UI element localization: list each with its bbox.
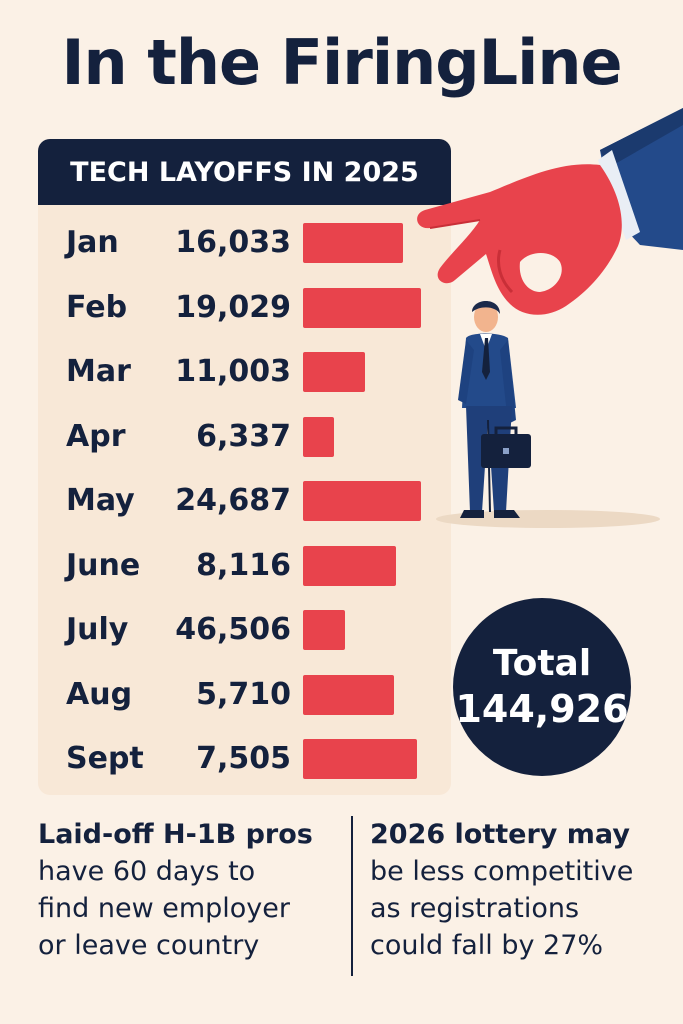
note-lottery: 2026 lottery may be less competitive as … (370, 816, 633, 964)
month-label: Apr (66, 418, 126, 454)
month-label: Aug (66, 676, 133, 712)
total-badge: Total 144,926 (453, 598, 631, 776)
month-label: Sept (66, 741, 144, 776)
chart-row: June 8,116 (38, 541, 451, 591)
value-label: 19,029 (175, 289, 291, 325)
value-label: 24,687 (175, 483, 291, 518)
chart-row: Sept 7,505 (38, 734, 451, 784)
hand-and-businessman-illustration (417, 108, 683, 528)
chart-row: Jan 16,033 (38, 218, 451, 268)
page-title: In the FiringLine (61, 26, 622, 99)
bar (303, 352, 365, 392)
note-heading: 2026 lottery may (370, 819, 630, 850)
hand-icon (417, 108, 683, 315)
total-value: 144,926 (455, 687, 629, 731)
month-label: June (66, 547, 141, 583)
total-label: Total (492, 643, 592, 684)
bar (303, 416, 334, 457)
chart-row: Feb 19,029 (38, 283, 451, 333)
bar (303, 545, 396, 586)
note-line: find new employer (38, 893, 290, 924)
chart-row: Aug 5,710 (38, 670, 451, 720)
value-label: 46,506 (175, 612, 291, 647)
value-label: 6,337 (196, 418, 291, 454)
month-label: July (66, 612, 129, 647)
note-line: or leave country (38, 930, 260, 961)
value-label: 8,116 (196, 547, 291, 583)
month-label: Jan (66, 225, 119, 260)
value-label: 7,505 (196, 741, 291, 776)
bar (303, 610, 345, 650)
note-h1b: Laid-off H-1B pros have 60 days to find … (38, 816, 313, 964)
note-line: be less competitive (370, 856, 634, 887)
bar (303, 287, 421, 328)
note-line: could fall by 27% (370, 930, 604, 961)
value-label: 16,033 (175, 225, 291, 260)
value-label: 11,003 (175, 354, 291, 389)
chart-row: May 24,687 (38, 476, 451, 526)
ground-shadow (436, 510, 660, 528)
bar (303, 739, 417, 779)
note-heading: Laid-off H-1B pros (38, 819, 313, 850)
chart-row: July 46,506 (38, 605, 451, 655)
businessman-icon (458, 301, 520, 518)
bar (303, 481, 421, 521)
chart-row: Mar 11,003 (38, 347, 451, 397)
briefcase-icon (481, 426, 531, 468)
month-label: Mar (66, 354, 131, 389)
note-line: have 60 days to (38, 856, 256, 887)
bar (303, 223, 403, 263)
divider (351, 816, 353, 976)
chart-title: TECH LAYOFFS IN 2025 (38, 139, 451, 205)
bar (303, 674, 394, 715)
value-label: 5,710 (196, 676, 291, 712)
month-label: Feb (66, 289, 128, 325)
chart-row: Apr 6,337 (38, 412, 451, 462)
note-line: as registrations (370, 893, 580, 924)
month-label: May (66, 483, 135, 518)
